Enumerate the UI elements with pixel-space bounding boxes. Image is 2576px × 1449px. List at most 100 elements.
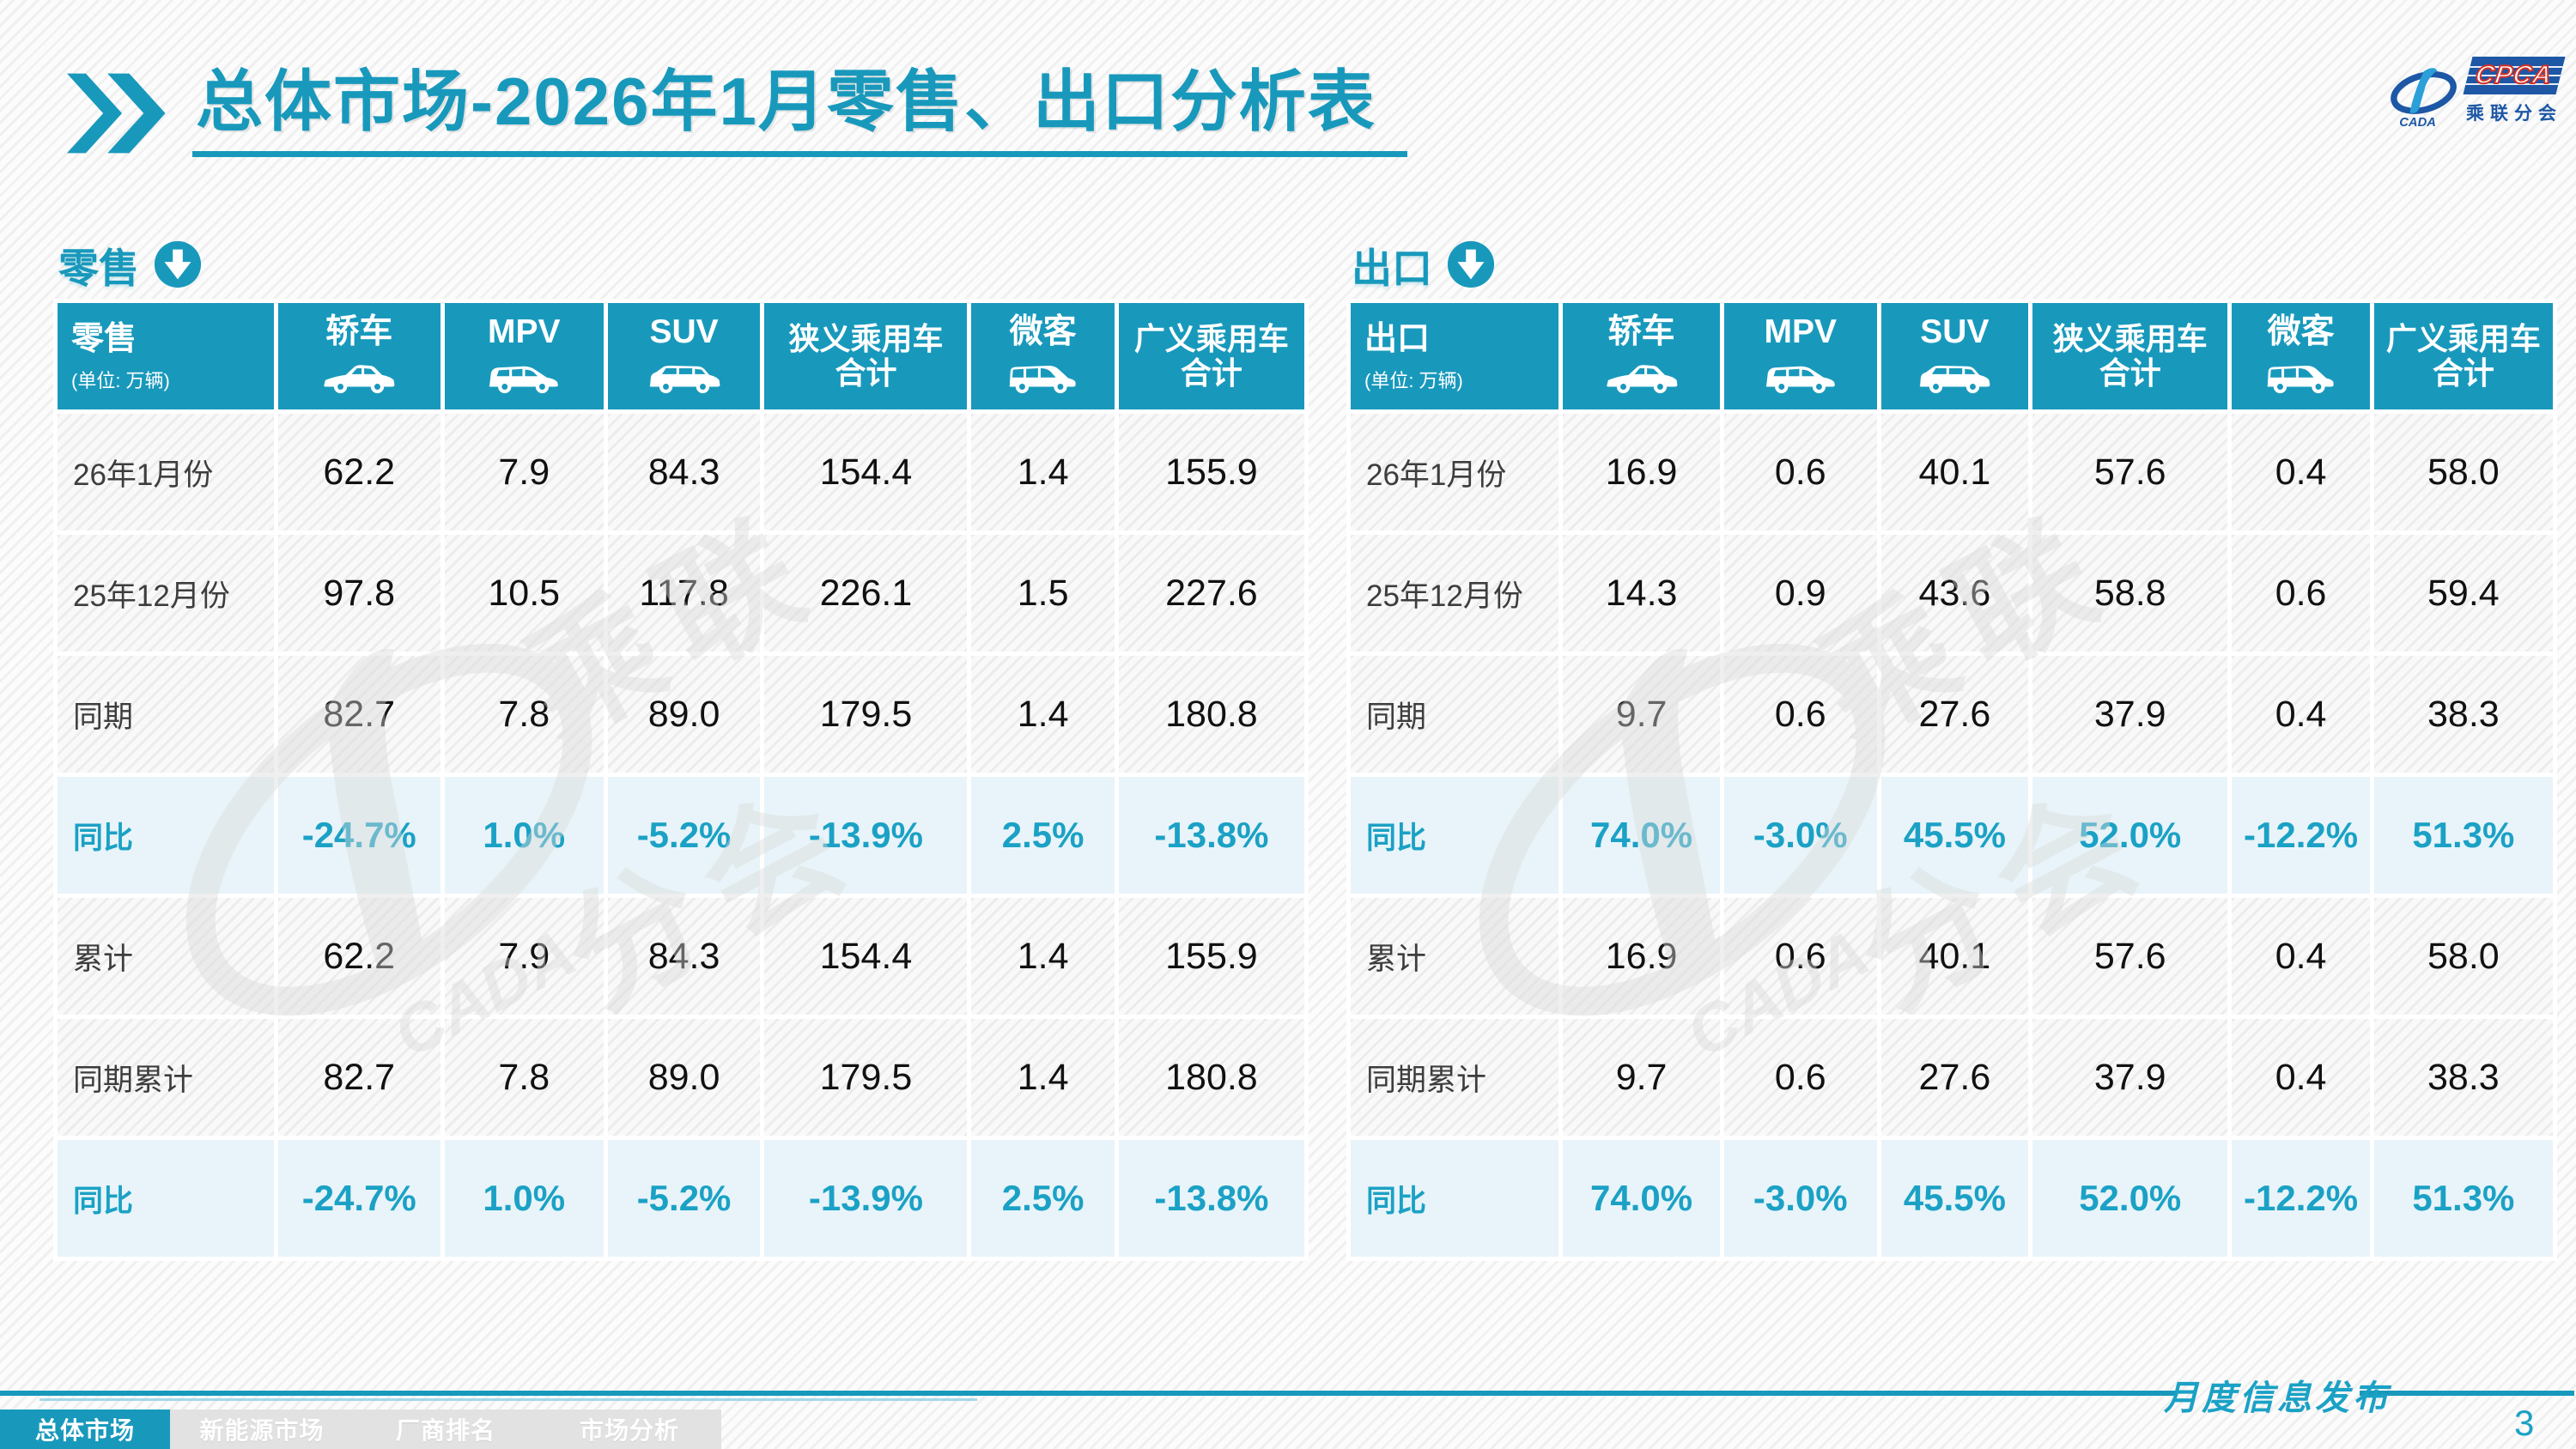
value-cell: 1.4	[971, 1019, 1115, 1136]
table-row-同期: 同期 82.7 7.8 89.0 179.5 1.4 180.8	[58, 656, 1304, 773]
value-cell: 82.7	[277, 656, 440, 773]
value-cell: 16.9	[1563, 898, 1720, 1015]
row-label: 26年1月份	[58, 414, 274, 530]
value-cell: 38.3	[2373, 1019, 2553, 1136]
sedan-icon	[278, 355, 440, 399]
value-cell: 43.6	[1880, 535, 2029, 652]
value-cell: 0.6	[1723, 414, 1877, 530]
value-cell: 38.3	[2373, 656, 2553, 773]
release-note: 月度信息发布	[2164, 1378, 2391, 1418]
value-cell: 1.0%	[444, 777, 604, 894]
table-row-25年12月份: 25年12月份 14.3 0.9 43.6 58.8 0.6 59.4	[1351, 535, 2553, 652]
value-cell: 179.5	[764, 656, 968, 773]
page-title: 总体市场-2026年1月零售、出口分析表	[192, 62, 1407, 157]
cpca-subtitle: 乘联分会	[2466, 104, 2562, 124]
arrow-down-circle-icon	[154, 240, 202, 288]
value-cell: 0.6	[1723, 1019, 1877, 1136]
value-cell: 1.4	[971, 656, 1115, 773]
column-label: 广义乘用车	[2385, 320, 2541, 356]
column-header-狭义乘用车: 狭义乘用车 合计	[2032, 303, 2228, 409]
section-label: 出口	[1352, 245, 1432, 291]
suv-icon	[608, 355, 761, 399]
column-label: 轿车	[325, 313, 393, 351]
unit-label: (单位: 万辆)	[1364, 369, 1463, 391]
value-cell: 154.4	[764, 414, 968, 530]
row-label: 25年12月份	[58, 535, 274, 652]
value-cell: 0.9	[1723, 535, 1877, 652]
value-cell: 37.9	[2032, 1019, 2228, 1136]
nav-tab-新能源市场[interactable]: 新能源市场	[170, 1410, 354, 1449]
table-row-累计: 累计 16.9 0.6 40.1 57.6 0.4 58.0	[1351, 898, 2553, 1015]
value-cell: 82.7	[277, 1019, 440, 1136]
column-header-SUV: SUV	[1880, 303, 2029, 409]
nav-tab-厂商排名[interactable]: 厂商排名	[354, 1410, 538, 1449]
nav-tab-市场分析[interactable]: 市场分析	[538, 1410, 721, 1449]
column-label-line2: 合计	[2099, 355, 2161, 391]
value-cell: 58.8	[2032, 535, 2228, 652]
footer-rule-left	[0, 1391, 2178, 1396]
unit-label: (单位: 万辆)	[71, 369, 170, 391]
data-table: 出口 (单位: 万辆) 轿车 MPV SUV 狭义乘用车 合计 微客 广义乘用车 合计…	[1346, 299, 2557, 1261]
column-label: 微客	[2267, 313, 2335, 351]
value-cell: -24.7%	[277, 1140, 440, 1257]
value-cell: 84.3	[607, 898, 761, 1015]
mpv-icon	[1724, 355, 1877, 399]
value-cell: 40.1	[1880, 414, 2029, 530]
corner-cell: 出口 (单位: 万辆)	[1351, 303, 1559, 409]
footer-rule-right	[2360, 1391, 2574, 1396]
value-cell: 0.6	[1723, 656, 1877, 773]
value-cell: 1.4	[971, 414, 1115, 530]
cpca-text: CPCA	[2473, 60, 2555, 90]
value-cell: 10.5	[444, 535, 604, 652]
nav-tab-总体市场[interactable]: 总体市场	[0, 1410, 170, 1449]
table-row-同期累计: 同期累计 82.7 7.8 89.0 179.5 1.4 180.8	[58, 1019, 1304, 1136]
value-cell: 16.9	[1563, 414, 1720, 530]
column-header-MPV: MPV	[1723, 303, 1877, 409]
value-cell: 180.8	[1118, 656, 1304, 773]
column-header-MPV: MPV	[444, 303, 604, 409]
value-cell: -3.0%	[1723, 777, 1877, 894]
row-label: 同比	[58, 777, 274, 894]
column-header-微客: 微客	[2232, 303, 2370, 409]
value-cell: 51.3%	[2373, 777, 2553, 894]
value-cell: 226.1	[764, 535, 968, 652]
sedan-icon	[1563, 355, 1719, 399]
value-cell: 89.0	[607, 1019, 761, 1136]
column-label: MPV	[1764, 313, 1837, 351]
value-cell: -13.9%	[764, 1140, 968, 1257]
section-header: 零售	[53, 230, 1309, 299]
value-cell: 52.0%	[2032, 777, 2228, 894]
row-label: 同期	[58, 656, 274, 773]
value-cell: 7.9	[444, 414, 604, 530]
value-cell: -12.2%	[2232, 1140, 2370, 1257]
cpca-logo: CADA CPCA 乘联分会	[2389, 57, 2566, 139]
column-label-line2: 合计	[1180, 355, 1242, 391]
value-cell: 45.5%	[1880, 777, 2029, 894]
suv-icon	[1881, 355, 2028, 399]
value-cell: 74.0%	[1563, 1140, 1720, 1257]
value-cell: -13.8%	[1118, 777, 1304, 894]
column-label: 广义乘用车	[1133, 320, 1289, 356]
value-cell: -13.9%	[764, 777, 968, 894]
column-label-line2: 合计	[2432, 355, 2494, 391]
value-cell: 7.8	[444, 1019, 604, 1136]
corner-title: 零售	[71, 321, 137, 358]
table-header-row: 出口 (单位: 万辆) 轿车 MPV SUV 狭义乘用车 合计 微客 广义乘用车 合计	[1351, 303, 2553, 409]
data-table: 零售 (单位: 万辆) 轿车 MPV SUV 狭义乘用车 合计 微客 广义乘用车 合计…	[53, 299, 1309, 1261]
value-cell: 89.0	[607, 656, 761, 773]
mpv-icon	[445, 355, 604, 399]
table-header-row: 零售 (单位: 万辆) 轿车 MPV SUV 狭义乘用车 合计 微客 广义乘用车 合计	[58, 303, 1304, 409]
row-label: 累计	[58, 898, 274, 1015]
bottom-nav: 总体市场 新能源市场 厂商排名 市场分析	[0, 1410, 721, 1449]
column-header-微客: 微客	[971, 303, 1115, 409]
value-cell: 117.8	[607, 535, 761, 652]
value-cell: 0.6	[2232, 535, 2370, 652]
row-label: 累计	[1351, 898, 1559, 1015]
value-cell: 51.3%	[2373, 1140, 2553, 1257]
cada-text: CADA	[2399, 116, 2436, 130]
table-row-同比: 同比 -24.7% 1.0% -5.2% -13.9% 2.5% -13.8%	[58, 1140, 1304, 1257]
column-label: 微客	[1009, 313, 1077, 351]
value-cell: 0.4	[2232, 656, 2370, 773]
value-cell: -3.0%	[1723, 1140, 1877, 1257]
